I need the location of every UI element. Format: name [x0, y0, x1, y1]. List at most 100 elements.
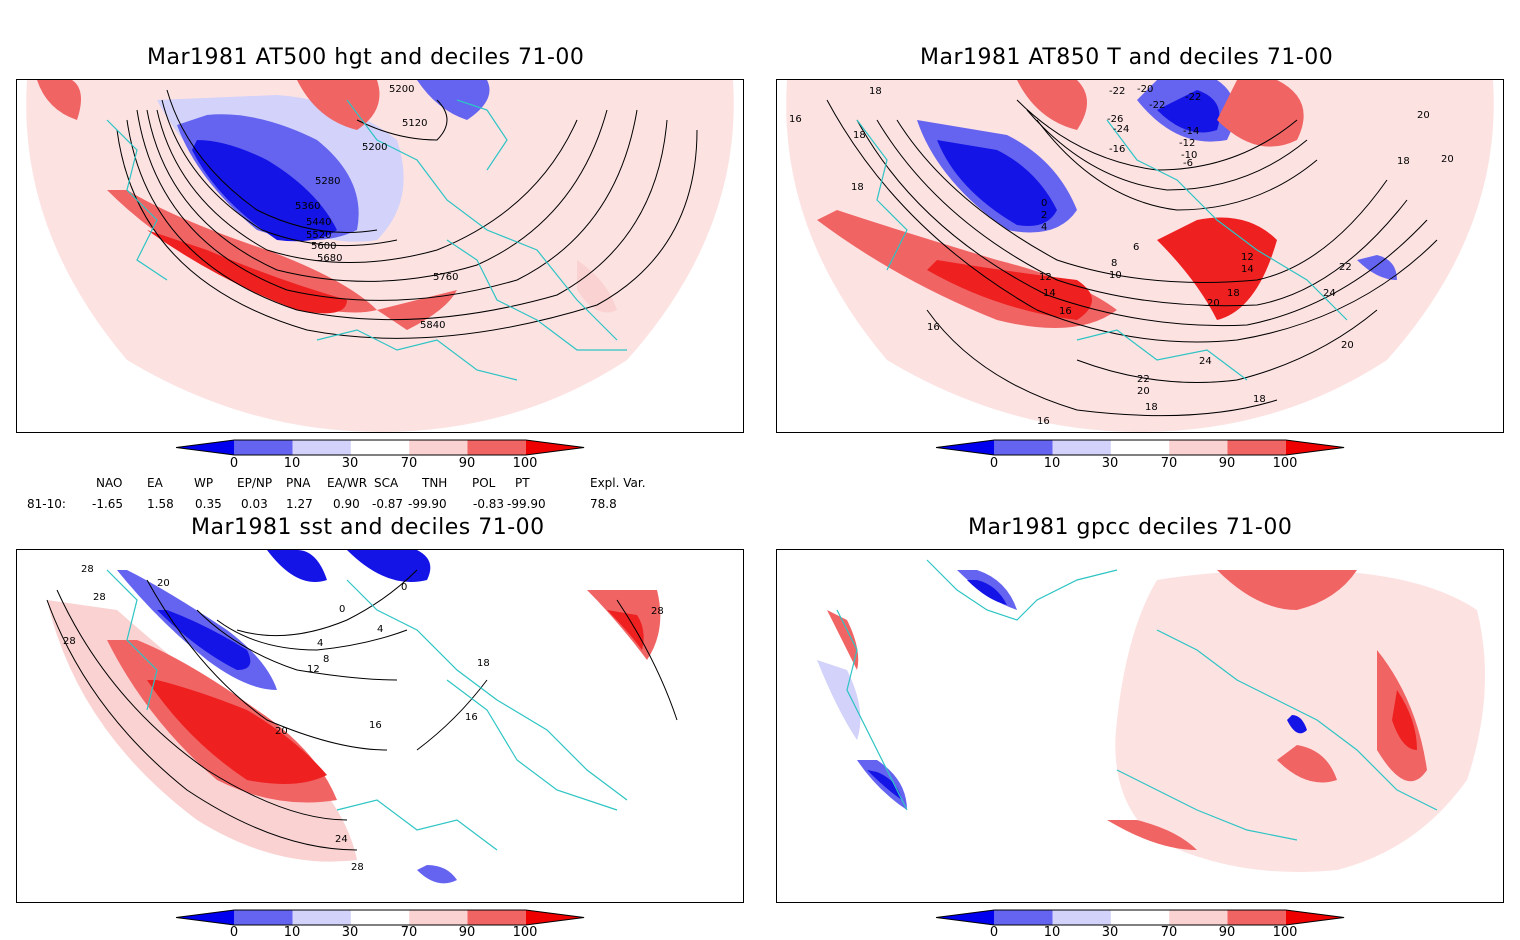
contour-label: 8 [323, 654, 329, 665]
contour-label: 5520 [306, 230, 331, 241]
map-sst-svg: 28 20 28 28 0 4 0 4 8 12 16 18 16 20 24 … [26, 550, 734, 902]
colorbar-tick: 0 [229, 456, 239, 471]
index-value: -1.65 [92, 497, 124, 511]
contour-label: 28 [81, 564, 94, 575]
contour-label: 20 [1137, 386, 1150, 397]
colorbar-tick: 100 [1272, 456, 1298, 471]
colorbar-tick: 100 [512, 925, 538, 940]
index-header: Expl. Var. [590, 476, 646, 490]
colorbar-swatch [467, 910, 526, 925]
map-gpcc-svg [786, 550, 1494, 902]
index-header: EA [147, 476, 163, 490]
colorbar-tick: 0 [989, 925, 999, 940]
contour-label: 5680 [317, 253, 342, 264]
contour-label: 4 [317, 638, 323, 649]
colorbar-tick: 30 [341, 925, 359, 940]
colorbar-swatch [234, 910, 293, 925]
index-value: 1.27 [286, 497, 313, 511]
contour-label: -20 [1137, 84, 1153, 95]
contour-label: 28 [351, 862, 364, 873]
contour-label: 14 [1043, 288, 1056, 299]
contour-label: 28 [93, 592, 106, 603]
contour-label: 18 [851, 182, 864, 193]
contour-label: 20 [1341, 340, 1354, 351]
contour-label: 28 [651, 606, 664, 617]
contour-label: 5120 [402, 118, 427, 129]
colorbar-swatch [409, 910, 468, 925]
colorbar-tick: 0 [229, 925, 239, 940]
colorbar-swatch [525, 910, 585, 925]
colorbar-tick: 90 [1218, 925, 1236, 940]
colorbar-tick: 90 [1218, 456, 1236, 471]
contour-label: 2 [1041, 210, 1047, 221]
colorbar-tick: 30 [1101, 456, 1119, 471]
contour-label: 16 [927, 322, 940, 333]
colorbar-tick: 70 [400, 925, 418, 940]
colorbar-swatch [350, 910, 410, 925]
colorbar-tick: 0 [989, 456, 999, 471]
colorbar-sst [176, 909, 586, 939]
contour-label: 20 [1417, 110, 1430, 121]
contour-label: 22 [1339, 262, 1352, 273]
contour-label: 5360 [295, 201, 320, 212]
contour-label: 20 [157, 578, 170, 589]
contour-label: 24 [1199, 356, 1212, 367]
contour-label: 18 [1397, 156, 1410, 167]
index-header: PT [515, 476, 530, 490]
panel-title-sst: Mar1981 sst and deciles 71-00 [191, 515, 545, 540]
colorbar-tick: 70 [1160, 925, 1178, 940]
colorbar-outline [176, 439, 585, 456]
map-t850-svg: 16 18 18 18 -22 -20 -22 -22 -26 -24 -16 … [786, 80, 1494, 432]
colorbar-tick: 90 [458, 925, 476, 940]
colorbar-swatch [292, 440, 351, 455]
index-header: POL [472, 476, 496, 490]
map-gpcc [776, 549, 1504, 903]
colorbar-tick: 30 [1101, 925, 1119, 940]
map-t850: 16 18 18 18 -22 -20 -22 -22 -26 -24 -16 … [776, 79, 1504, 433]
colorbar-swatch [467, 440, 526, 455]
colorbar-swatches [176, 909, 585, 926]
colorbar-swatch [1052, 440, 1111, 455]
contour-label: 6 [1133, 242, 1139, 253]
contour-label: -24 [1113, 124, 1129, 135]
index-value: 1.58 [147, 497, 174, 511]
colorbar-swatch [1052, 910, 1111, 925]
index-value: 0.35 [195, 497, 222, 511]
contour-label: 24 [1323, 288, 1336, 299]
colorbar-t850 [936, 439, 1346, 479]
contour-label: 18 [477, 658, 490, 669]
colorbar-tick: 10 [1043, 456, 1061, 471]
colorbar-swatch [350, 440, 410, 455]
colorbar-gpcc [936, 909, 1346, 939]
colorbar-outline [936, 909, 1345, 926]
contour-label: 12 [1241, 252, 1254, 263]
index-value: 0.03 [241, 497, 268, 511]
colorbar-swatch [1227, 910, 1286, 925]
colorbar-tick: 10 [1043, 925, 1061, 940]
contour-label: 18 [853, 130, 866, 141]
colorbar-tick: 10 [283, 456, 301, 471]
colorbar-tick: 10 [283, 925, 301, 940]
map-hgt500: 5200 5120 5200 5280 5360 5440 5520 5600 … [16, 79, 744, 433]
contour-label: 4 [1041, 222, 1047, 233]
map-hgt500-svg: 5200 5120 5200 5280 5360 5440 5520 5600 … [17, 80, 743, 432]
contour-label: 4 [377, 624, 383, 635]
contour-label: 5280 [315, 176, 340, 187]
colorbar-swatch [292, 910, 351, 925]
colorbar-tick: 70 [400, 456, 418, 471]
index-value: -0.87 [372, 497, 404, 511]
contour-label: 20 [1207, 298, 1220, 309]
colorbar-hgt500 [176, 439, 586, 479]
contour-label: 5840 [420, 320, 445, 331]
contour-label: 18 [1253, 394, 1266, 405]
contour-label: -6 [1183, 158, 1193, 169]
colorbar-tick: 100 [512, 456, 538, 471]
contour-label: -26 [1107, 114, 1123, 125]
colorbar-swatch [525, 440, 585, 455]
index-value: -99.90 [507, 497, 546, 511]
colorbar-tick: 100 [1272, 925, 1298, 940]
contour-label: 24 [335, 834, 348, 845]
contour-label: -16 [1109, 144, 1125, 155]
colorbar-swatches [176, 439, 585, 456]
contour-label: 5440 [306, 217, 331, 228]
